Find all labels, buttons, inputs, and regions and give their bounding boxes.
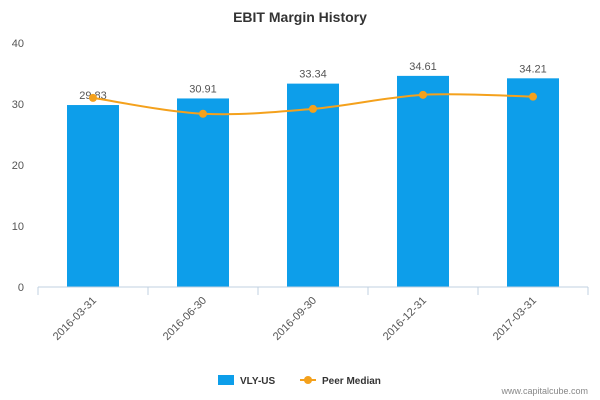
x-axis: 2016-03-31 2016-06-30 2016-09-30 2016-12-31…: [37, 286, 589, 343]
bar: [287, 83, 339, 287]
x-tick-label: 2016-12-31: [381, 295, 429, 343]
bar-data-label: 33.34: [299, 69, 327, 81]
bar: [507, 78, 559, 287]
bar: [397, 75, 449, 287]
y-tick-label: 20: [12, 160, 24, 172]
y-tick-label: 30: [12, 99, 24, 111]
x-tick-label: 2016-09-30: [271, 295, 319, 343]
legend-label-peer-median: Peer Median: [322, 376, 381, 387]
y-axis: 0 10 20 30 40: [12, 38, 24, 294]
y-tick-label: 40: [12, 38, 24, 50]
legend: VLY-US Peer Median: [218, 375, 381, 387]
peer-median-point: [199, 109, 207, 118]
legend-label-vly-us: VLY-US: [240, 376, 276, 387]
bar: [177, 98, 229, 287]
y-tick-label: 0: [18, 282, 24, 294]
peer-median-point: [419, 90, 427, 99]
credit-text: www.capitalcube.com: [500, 386, 588, 396]
peer-median-point: [309, 104, 317, 113]
bar-data-label: 34.61: [409, 61, 437, 73]
x-tick-label: 2016-06-30: [161, 295, 209, 343]
y-tick-label: 10: [12, 221, 24, 233]
chart-title: EBIT Margin History: [233, 9, 367, 25]
legend-marker-peer-median: [304, 376, 312, 384]
legend-swatch-vly-us: [218, 375, 234, 385]
bar-series: [67, 75, 559, 287]
peer-median-series: [89, 90, 537, 118]
bar-data-label: 30.91: [189, 83, 217, 95]
bar-data-label: 34.21: [519, 63, 547, 75]
peer-median-point: [89, 93, 97, 102]
peer-median-point: [529, 92, 537, 101]
x-tick-label: 2017-03-31: [491, 295, 539, 343]
x-tick-label: 2016-03-31: [51, 295, 99, 343]
bar: [67, 105, 119, 287]
